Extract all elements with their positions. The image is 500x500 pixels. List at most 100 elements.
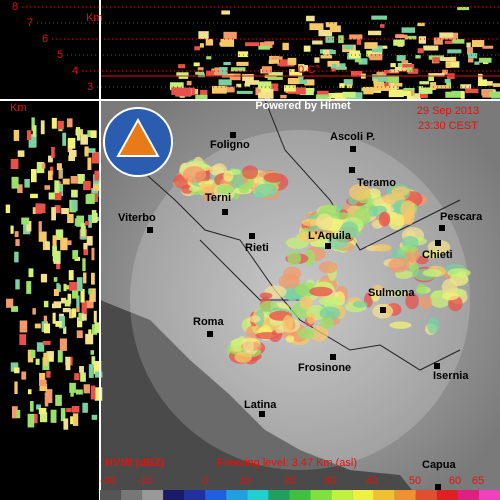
rain-cell: [391, 186, 410, 197]
legend-swatch: [121, 490, 143, 500]
streak: [194, 46, 201, 51]
streak: [56, 163, 62, 171]
streak: [90, 385, 96, 400]
streak: [70, 175, 78, 184]
streak: [44, 392, 49, 407]
streak: [10, 158, 19, 170]
streak: [35, 358, 40, 365]
streak: [258, 92, 274, 99]
streak: [77, 317, 83, 328]
streak: [369, 53, 383, 61]
streak: [39, 379, 47, 387]
streak: [28, 268, 34, 278]
streak: [478, 73, 483, 81]
streak: [85, 333, 94, 345]
streak: [261, 66, 272, 74]
streak: [11, 306, 19, 312]
streak: [94, 387, 103, 401]
rain-cell: [441, 278, 458, 297]
streak: [76, 127, 81, 141]
streak: [36, 342, 45, 352]
streak: [56, 260, 61, 270]
streak: [371, 15, 388, 20]
legend-swatch: [205, 490, 227, 500]
streak: [11, 176, 19, 189]
streak: [32, 125, 37, 137]
streak: [81, 301, 87, 315]
streak: [42, 340, 51, 345]
streak: [199, 43, 204, 48]
streak: [343, 79, 353, 86]
streak: [457, 6, 470, 11]
rain-cell: [242, 165, 259, 180]
rain-cell: [319, 306, 341, 321]
streak: [48, 192, 57, 200]
streak: [38, 231, 47, 242]
streak: [255, 87, 266, 96]
streak: [482, 90, 494, 98]
streak: [395, 34, 408, 38]
city-marker: [435, 484, 441, 490]
streak: [57, 183, 64, 197]
streak: [28, 134, 37, 148]
streak: [402, 64, 415, 69]
streak: [72, 413, 79, 426]
streak: [377, 73, 383, 78]
streak: [320, 55, 333, 59]
rain-cell: [230, 338, 245, 352]
rain-cell: [422, 269, 443, 277]
streak: [63, 326, 67, 334]
streak: [91, 272, 95, 285]
city-label: L'Aquila: [308, 230, 352, 242]
streak: [58, 316, 65, 329]
height-label: 5: [57, 49, 63, 61]
streak: [334, 92, 348, 101]
rain-cell: [415, 255, 429, 265]
streak: [82, 258, 86, 272]
zero-label: 0 C°: [298, 64, 320, 76]
streak: [51, 117, 57, 129]
streak: [21, 371, 27, 380]
streak: [397, 90, 412, 96]
streak: [71, 308, 77, 318]
streak: [346, 84, 353, 89]
streak: [55, 229, 64, 240]
streak: [406, 94, 414, 100]
streak: [294, 80, 307, 85]
streak: [229, 73, 241, 81]
streak: [67, 293, 72, 304]
streak: [14, 251, 19, 263]
rain-cell: [447, 268, 471, 278]
streak: [55, 394, 62, 406]
streak: [269, 55, 280, 64]
streak: [223, 31, 237, 39]
streak: [36, 404, 41, 410]
streak: [304, 79, 315, 86]
streak: [433, 37, 443, 45]
streak: [71, 189, 78, 198]
streak: [279, 59, 295, 67]
streak: [78, 312, 84, 322]
rain-cell: [329, 212, 352, 220]
rain-cell: [319, 317, 334, 329]
streak: [468, 53, 478, 59]
city-marker: [350, 146, 356, 152]
streak: [64, 299, 71, 307]
streak: [74, 373, 80, 381]
streak: [259, 42, 273, 49]
streak: [489, 91, 500, 98]
streak: [428, 73, 434, 82]
streak: [88, 148, 96, 153]
streak: [24, 178, 30, 188]
city-label: Sulmona: [368, 287, 415, 299]
height-label: 4: [72, 65, 78, 77]
streak: [93, 310, 97, 323]
streak: [63, 418, 69, 430]
streak: [445, 61, 460, 68]
streak: [220, 38, 235, 47]
streak: [87, 157, 92, 171]
streak: [60, 237, 68, 251]
time: 23:30 CEST: [418, 120, 478, 132]
streak: [93, 360, 102, 375]
streak: [423, 45, 439, 51]
